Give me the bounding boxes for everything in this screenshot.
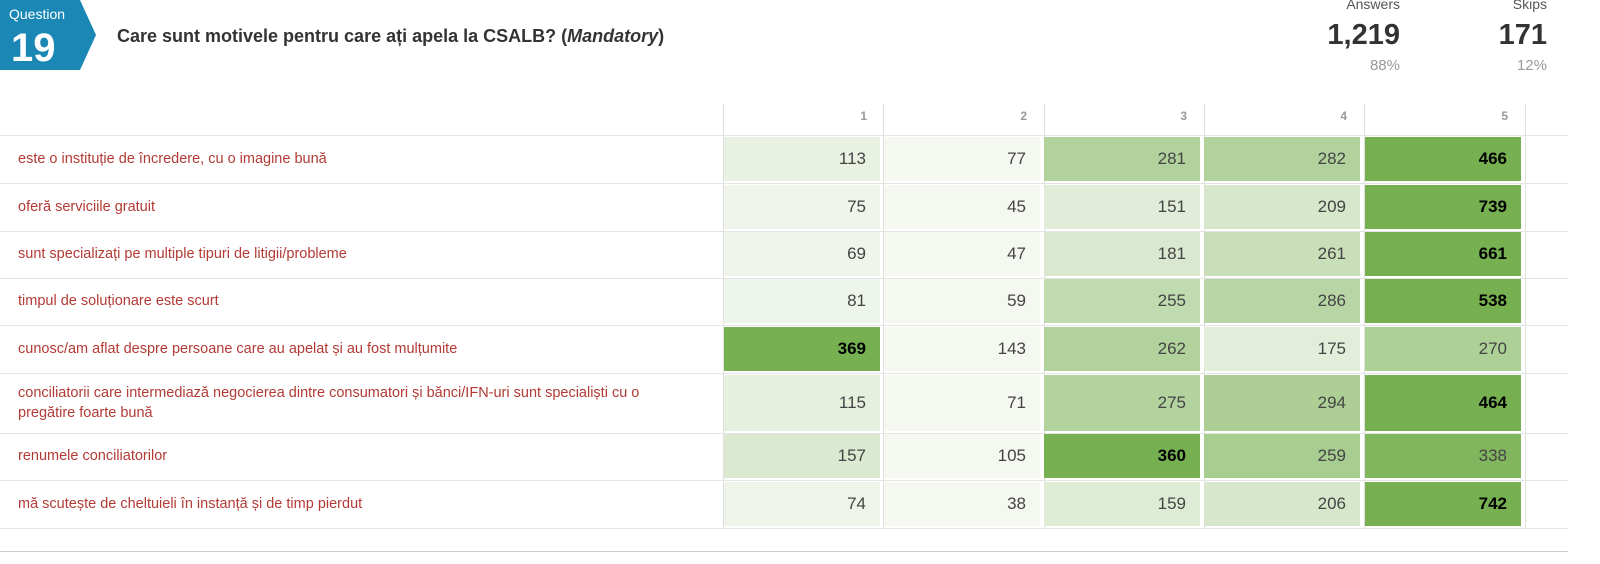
table-cell: 157 — [724, 434, 880, 478]
table-cell: 255 — [1044, 279, 1200, 323]
row-label: sunt specializați pe multiple tipuri de … — [18, 246, 347, 262]
row-divider — [0, 278, 1568, 279]
answers-percent: 88% — [1369, 57, 1400, 74]
table-cell: 464 — [1365, 375, 1521, 431]
question-title-end: ) — [658, 26, 665, 46]
table-cell: 466 — [1365, 137, 1521, 181]
table-cell: 209 — [1204, 185, 1360, 229]
table-cell: 259 — [1204, 434, 1360, 478]
column-divider — [1364, 104, 1365, 528]
column-divider — [723, 104, 724, 528]
table-cell: 275 — [1044, 375, 1200, 431]
table-cell: 47 — [884, 232, 1040, 276]
table-cell: 143 — [884, 327, 1040, 371]
table-cell: 294 — [1204, 375, 1360, 431]
table-cell: 281 — [1044, 137, 1200, 181]
answers-label: Answers — [1346, 0, 1400, 12]
question-number: 19 — [11, 26, 56, 70]
row-divider — [0, 325, 1568, 326]
row-label: renumele conciliatorilor — [18, 448, 168, 464]
table-cell: 261 — [1204, 232, 1360, 276]
header-divider — [0, 135, 1568, 136]
table-cell: 115 — [724, 375, 880, 431]
table-cell: 270 — [1365, 327, 1521, 371]
table-cell: 71 — [884, 375, 1040, 431]
answers-stat: Answers 1,219 88% — [1327, 0, 1400, 74]
row-label: timpul de soluționare este scurt — [18, 293, 219, 309]
column-header-2: 2 — [1020, 109, 1027, 123]
table-cell: 181 — [1044, 232, 1200, 276]
table-cell: 74 — [724, 482, 880, 526]
question-title-text: Care sunt motivele pentru care ați apela… — [117, 26, 568, 46]
row-label: oferă serviciile gratuit — [18, 199, 155, 215]
table-cell: 286 — [1204, 279, 1360, 323]
table-cell: 38 — [884, 482, 1040, 526]
bottom-divider — [0, 551, 1568, 552]
row-label: este o instituție de încredere, cu o ima… — [18, 151, 327, 167]
row-divider — [0, 231, 1568, 232]
row-label: mă scutește de cheltuieli în instanță și… — [18, 496, 363, 512]
table-cell: 742 — [1365, 482, 1521, 526]
table-cell: 175 — [1204, 327, 1360, 371]
row-divider — [0, 433, 1568, 434]
column-header-5: 5 — [1501, 109, 1508, 123]
question-title: Care sunt motivele pentru care ați apela… — [117, 26, 664, 47]
column-header-4: 4 — [1340, 109, 1347, 123]
skips-percent: 12% — [1516, 57, 1547, 74]
skips-label: Skips — [1512, 0, 1547, 12]
skips-stat: Skips 171 12% — [1499, 0, 1547, 74]
question-badge: Question 19 — [0, 0, 96, 70]
answers-value: 1,219 — [1327, 19, 1400, 51]
table-cell: 338 — [1365, 434, 1521, 478]
row-divider — [0, 373, 1568, 374]
table-cell: 75 — [724, 185, 880, 229]
row-label: cunosc/am aflat despre persoane care au … — [18, 341, 458, 357]
table-cell: 45 — [884, 185, 1040, 229]
table-cell: 105 — [884, 434, 1040, 478]
table-cell: 151 — [1044, 185, 1200, 229]
table-cell: 282 — [1204, 137, 1360, 181]
table-cell: 739 — [1365, 185, 1521, 229]
table-cell: 262 — [1044, 327, 1200, 371]
table-cell: 69 — [724, 232, 880, 276]
table-cell: 538 — [1365, 279, 1521, 323]
row-divider — [0, 528, 1568, 529]
column-divider — [883, 104, 884, 528]
table-cell: 113 — [724, 137, 880, 181]
table-cell: 369 — [724, 327, 880, 371]
row-label: conciliatorii care intermediază negocier… — [18, 385, 640, 421]
table-cell: 360 — [1044, 434, 1200, 478]
skips-value: 171 — [1498, 19, 1547, 51]
row-divider — [0, 183, 1568, 184]
question-title-mandatory: Mandatory — [567, 26, 659, 46]
table-cell: 59 — [884, 279, 1040, 323]
table-cell: 206 — [1204, 482, 1360, 526]
table-cell: 77 — [884, 137, 1040, 181]
row-divider — [0, 480, 1568, 481]
column-header-3: 3 — [1180, 109, 1187, 123]
question-label: Question — [9, 6, 66, 22]
column-header-1: 1 — [860, 109, 867, 123]
column-divider — [1525, 104, 1526, 528]
table-cell: 661 — [1365, 232, 1521, 276]
table-cell: 159 — [1044, 482, 1200, 526]
table-cell: 81 — [724, 279, 880, 323]
badge-shape — [0, 0, 96, 70]
